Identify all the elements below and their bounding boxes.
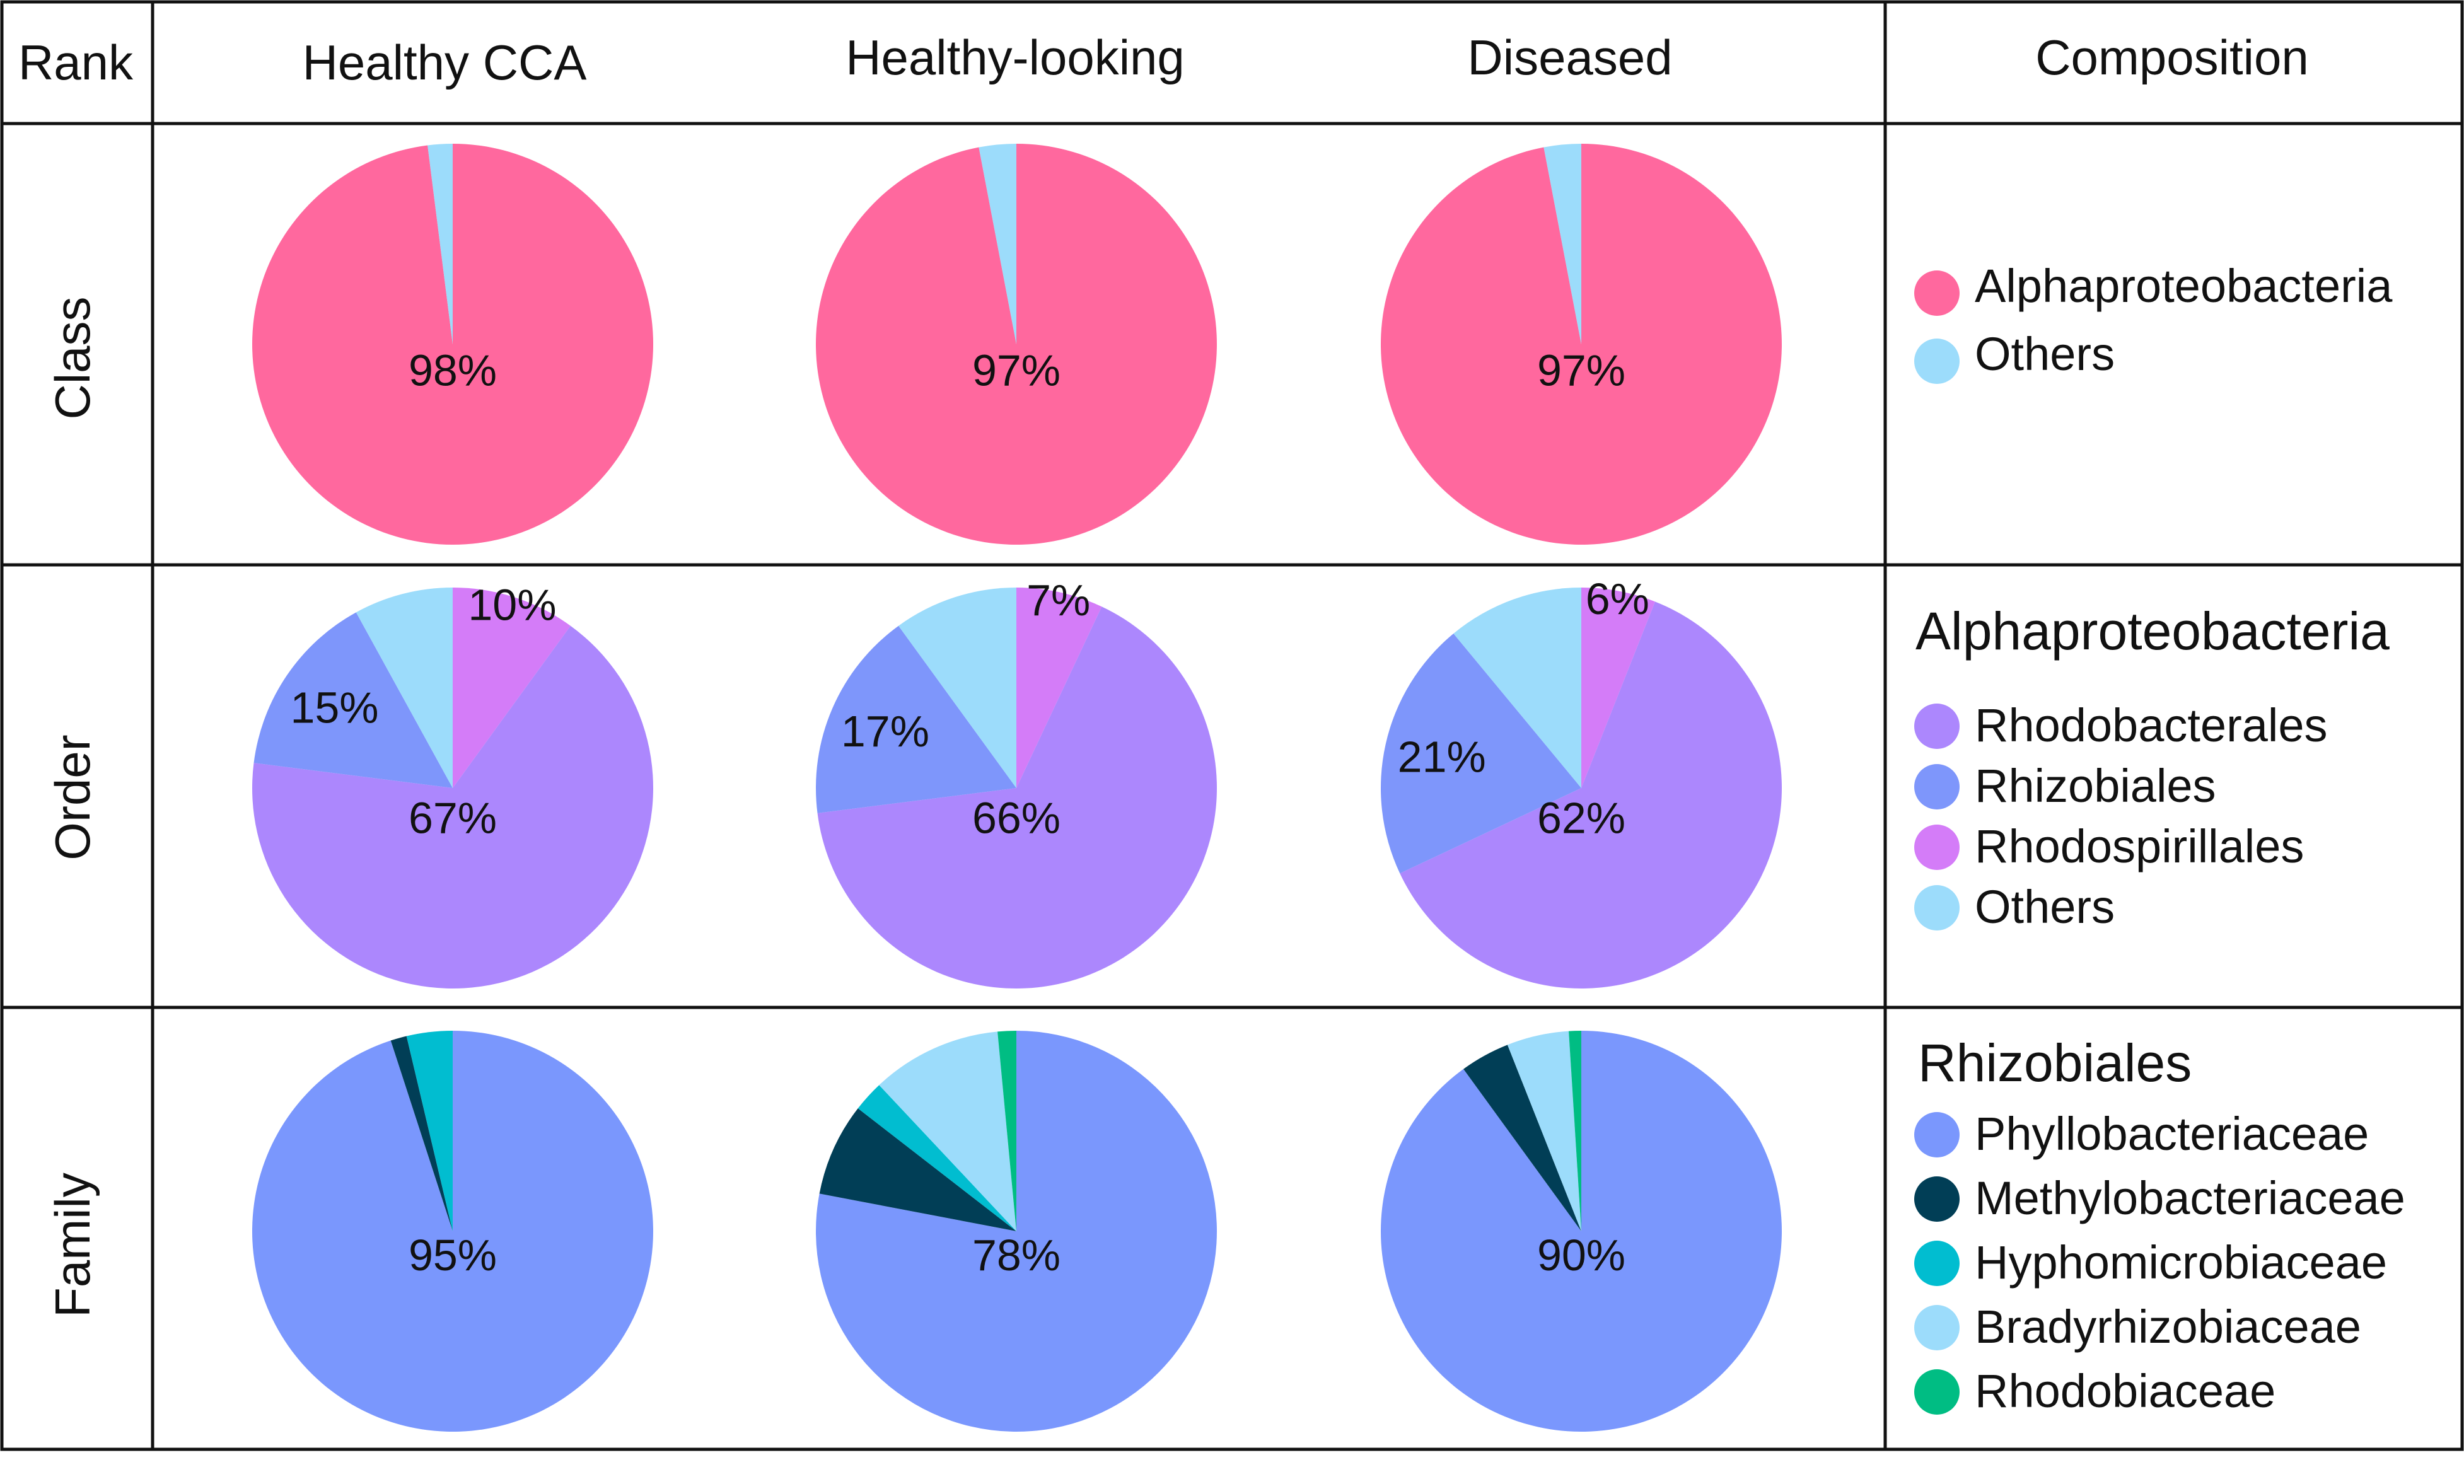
- rank-header: Rank: [18, 35, 134, 90]
- legend-label-others: Others: [1975, 881, 2115, 933]
- pct-label-rhizobiales: 21%: [1398, 733, 1486, 782]
- pie-order-diseased: 62% 21% 6%: [1380, 574, 1782, 988]
- row-label-family: Family: [45, 1173, 100, 1318]
- pie-charts: 98% 97% 97% 67% 15% 10% 66% 17% 7% 62% 21% 6% 95% 78%…: [252, 144, 1782, 1432]
- slice-rhodobiaceae: [997, 1031, 1016, 1231]
- pct-label-rhodospirillales: 6%: [1586, 574, 1649, 623]
- legend-swatch-rhodobacterales: [1914, 704, 1960, 749]
- slice-phyllobacteriaceae: [1380, 1031, 1782, 1432]
- legend-swatch-phyllobacteriaceae: [1914, 1112, 1960, 1157]
- legend-label-bradyrhizobiaceae: Bradyrhizobiaceae: [1975, 1301, 2361, 1353]
- pie-class-diseased: 97%: [1380, 144, 1782, 545]
- pct-label-phyllobacteriaceae: 95%: [409, 1231, 497, 1280]
- slice-bradyrhizobiaceae: [879, 1031, 1016, 1231]
- legend-label-rhodobacterales: Rhodobacterales: [1975, 699, 2327, 751]
- legend-swatch-others: [1914, 885, 1960, 930]
- legend-label-rhodospirillales: Rhodospirillales: [1975, 820, 2304, 872]
- slice-methylobacteriaceae: [819, 1108, 1016, 1231]
- row-label-order: Order: [45, 734, 100, 860]
- row-label-class: Class: [45, 296, 100, 419]
- legend-swatch-others: [1914, 339, 1960, 384]
- slice-rhodospirillales: [1016, 588, 1102, 788]
- pie-family-healthy-cca: 95%: [252, 1031, 653, 1432]
- legend-title-family: Rhizobiales: [1918, 1033, 2192, 1093]
- pct-label-rhodobacterales: 67%: [409, 794, 497, 843]
- pct-label-rhodospirillales: 10%: [468, 580, 556, 629]
- pie-family-diseased: 90%: [1380, 1031, 1782, 1432]
- slice-others: [979, 144, 1016, 344]
- slice-hyphomicrobiaceae: [857, 1085, 1016, 1231]
- pie-order-healthy-looking: 66% 17% 7%: [816, 576, 1217, 988]
- slice-alphaproteobacteria: [815, 144, 1217, 545]
- legend-label-rhizobiales: Rhizobiales: [1975, 760, 2216, 812]
- pct-label-alphaproteobacteria: 98%: [409, 345, 497, 395]
- pie-class-healthy-looking: 97%: [815, 144, 1217, 545]
- legend-label-hyphomicrobiaceae: Hyphomicrobiaceae: [1975, 1236, 2387, 1289]
- legend-swatch-rhodobiaceae: [1914, 1369, 1960, 1415]
- legend-swatch-rhodospirillales: [1914, 825, 1960, 870]
- legend-swatch-alphaproteobacteria: [1914, 270, 1960, 316]
- slice-others: [356, 588, 453, 788]
- column-header-diseased: Diseased: [1467, 30, 1672, 85]
- slice-hyphomicrobiaceae: [406, 1031, 453, 1231]
- slice-others: [1543, 144, 1581, 344]
- pct-label-phyllobacteriaceae: 90%: [1537, 1231, 1625, 1280]
- slice-others: [427, 144, 453, 344]
- slice-phyllobacteriaceae: [815, 1031, 1217, 1432]
- slice-rhodobiaceae: [1569, 1031, 1581, 1231]
- legend-label-methylobacteriaceae: Methylobacteriaceae: [1975, 1172, 2405, 1224]
- legend-label-others: Others: [1975, 328, 2115, 380]
- pct-label-rhodobacterales: 62%: [1537, 794, 1625, 843]
- legend-label-phyllobacteriaceae: Phyllobacteriaceae: [1975, 1108, 2369, 1160]
- legend-title-order: Alphaproteobacteria: [1915, 601, 2390, 661]
- slice-rhizobiales: [253, 612, 453, 788]
- column-header-healthy-cca: Healthy CCA: [303, 35, 587, 90]
- slice-others: [1453, 588, 1581, 788]
- slice-rhodobacterales: [1400, 601, 1782, 988]
- slice-rhizobiales: [1380, 633, 1581, 874]
- composition-header: Composition: [2035, 30, 2309, 85]
- slice-methylobacteriaceae: [1463, 1045, 1581, 1231]
- column-header-healthy-looking: Healthy-looking: [846, 30, 1185, 85]
- slice-methylobacteriaceae: [390, 1036, 453, 1231]
- pct-label-alphaproteobacteria: 97%: [1537, 345, 1625, 395]
- slice-others: [898, 588, 1016, 788]
- pct-label-rhodobacterales: 66%: [972, 794, 1061, 843]
- pct-label-rhodospirillales: 7%: [1026, 576, 1090, 625]
- slice-alphaproteobacteria: [252, 144, 654, 545]
- pie-class-healthy-cca: 98%: [252, 144, 654, 545]
- pct-label-rhizobiales: 17%: [841, 707, 929, 756]
- slice-bradyrhizobiaceae: [1507, 1031, 1581, 1231]
- slice-rhodobacterales: [817, 606, 1217, 988]
- slice-alphaproteobacteria: [1380, 144, 1782, 545]
- slice-phyllobacteriaceae: [252, 1031, 653, 1432]
- table-border: [0, 0, 2464, 1451]
- legend-swatch-methylobacteriaceae: [1914, 1176, 1960, 1222]
- slice-rhodospirillales: [1581, 588, 1656, 788]
- slice-rhodobacterales: [252, 625, 654, 988]
- pct-label-rhizobiales: 15%: [290, 683, 378, 733]
- legend-swatch-hyphomicrobiaceae: [1914, 1241, 1960, 1286]
- legend-swatch-rhizobiales: [1914, 764, 1960, 809]
- pct-label-alphaproteobacteria: 97%: [972, 345, 1061, 395]
- legends: Alphaproteobacteria Others Rhodobacterales…: [1914, 260, 2405, 1417]
- legend-label-alphaproteobacteria: Alphaproteobacteria: [1975, 260, 2393, 312]
- slice-rhizobiales: [816, 625, 1016, 813]
- legend-swatch-bradyrhizobiaceae: [1914, 1305, 1960, 1350]
- legend-label-rhodobiaceae: Rhodobiaceae: [1975, 1365, 2275, 1417]
- pie-family-healthy-looking: 78%: [815, 1031, 1217, 1432]
- slice-rhodospirillales: [453, 588, 571, 788]
- pct-label-phyllobacteriaceae: 78%: [972, 1231, 1061, 1280]
- pie-order-healthy-cca: 67% 15% 10%: [252, 580, 654, 988]
